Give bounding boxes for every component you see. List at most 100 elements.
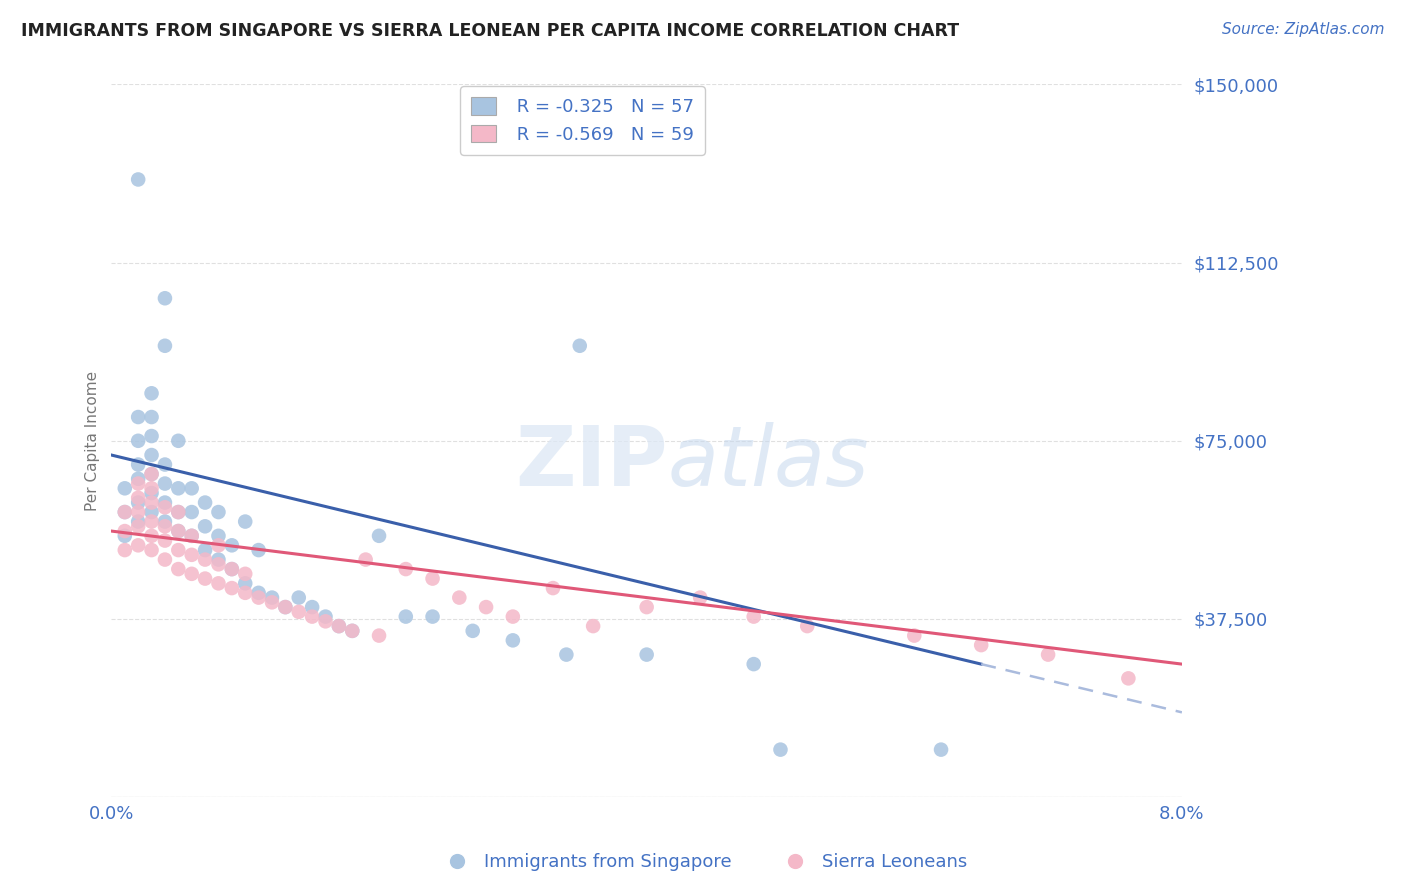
Point: [395, 609, 418, 624]
Point: [194, 495, 217, 509]
Point: [903, 629, 925, 643]
Point: [342, 624, 364, 638]
Point: [141, 515, 163, 529]
Point: [127, 410, 149, 425]
Point: [636, 648, 658, 662]
Point: [114, 505, 136, 519]
Point: [247, 543, 270, 558]
Point: [153, 476, 176, 491]
Text: atlas: atlas: [668, 422, 870, 503]
Point: [127, 519, 149, 533]
Point: [127, 434, 149, 448]
Point: [328, 619, 350, 633]
Point: [153, 552, 176, 566]
Point: [328, 619, 350, 633]
Legend:  R = -0.325   N = 57,  R = -0.569   N = 59: R = -0.325 N = 57, R = -0.569 N = 59: [460, 87, 704, 154]
Point: [769, 742, 792, 756]
Point: [141, 486, 163, 500]
Point: [287, 605, 309, 619]
Point: [274, 600, 297, 615]
Point: [207, 552, 229, 566]
Point: [368, 629, 391, 643]
Point: [449, 591, 471, 605]
Point: [1118, 671, 1140, 685]
Point: [141, 495, 163, 509]
Point: [342, 624, 364, 638]
Point: [568, 339, 591, 353]
Point: [354, 552, 377, 566]
Point: [315, 609, 337, 624]
Point: [141, 467, 163, 481]
Text: Source: ZipAtlas.com: Source: ZipAtlas.com: [1222, 22, 1385, 37]
Point: [260, 595, 283, 609]
Point: [194, 543, 217, 558]
Point: [127, 515, 149, 529]
Point: [247, 586, 270, 600]
Point: [153, 495, 176, 509]
Point: [233, 586, 256, 600]
Text: IMMIGRANTS FROM SINGAPORE VS SIERRA LEONEAN PER CAPITA INCOME CORRELATION CHART: IMMIGRANTS FROM SINGAPORE VS SIERRA LEON…: [21, 22, 959, 40]
Point: [141, 543, 163, 558]
Y-axis label: Per Capita Income: Per Capita Income: [86, 371, 100, 511]
Point: [167, 505, 190, 519]
Text: ZIP: ZIP: [516, 422, 668, 503]
Point: [141, 481, 163, 495]
Point: [127, 458, 149, 472]
Point: [167, 434, 190, 448]
Point: [194, 519, 217, 533]
Point: [167, 562, 190, 576]
Point: [114, 529, 136, 543]
Point: [127, 491, 149, 505]
Point: [742, 657, 765, 672]
Point: [141, 467, 163, 481]
Point: [194, 572, 217, 586]
Point: [582, 619, 605, 633]
Point: [114, 505, 136, 519]
Point: [141, 410, 163, 425]
Point: [207, 576, 229, 591]
Point: [502, 633, 524, 648]
Point: [167, 543, 190, 558]
Point: [180, 505, 202, 519]
Point: [422, 609, 444, 624]
Point: [153, 500, 176, 515]
Point: [141, 529, 163, 543]
Point: [796, 619, 818, 633]
Point: [127, 538, 149, 552]
Point: [141, 505, 163, 519]
Point: [127, 495, 149, 509]
Point: [207, 529, 229, 543]
Point: [221, 562, 243, 576]
Point: [141, 429, 163, 443]
Point: [233, 566, 256, 581]
Point: [742, 609, 765, 624]
Point: [153, 291, 176, 305]
Point: [221, 562, 243, 576]
Point: [502, 609, 524, 624]
Point: [153, 519, 176, 533]
Point: [636, 600, 658, 615]
Point: [194, 552, 217, 566]
Point: [141, 448, 163, 462]
Point: [233, 515, 256, 529]
Point: [180, 529, 202, 543]
Point: [247, 591, 270, 605]
Point: [301, 609, 323, 624]
Point: [167, 524, 190, 538]
Point: [127, 172, 149, 186]
Point: [153, 515, 176, 529]
Point: [180, 481, 202, 495]
Point: [207, 538, 229, 552]
Point: [541, 581, 564, 595]
Point: [167, 524, 190, 538]
Point: [689, 591, 711, 605]
Point: [1036, 648, 1059, 662]
Point: [221, 538, 243, 552]
Point: [207, 505, 229, 519]
Point: [180, 548, 202, 562]
Point: [929, 742, 952, 756]
Point: [167, 481, 190, 495]
Point: [555, 648, 578, 662]
Point: [287, 591, 309, 605]
Point: [461, 624, 484, 638]
